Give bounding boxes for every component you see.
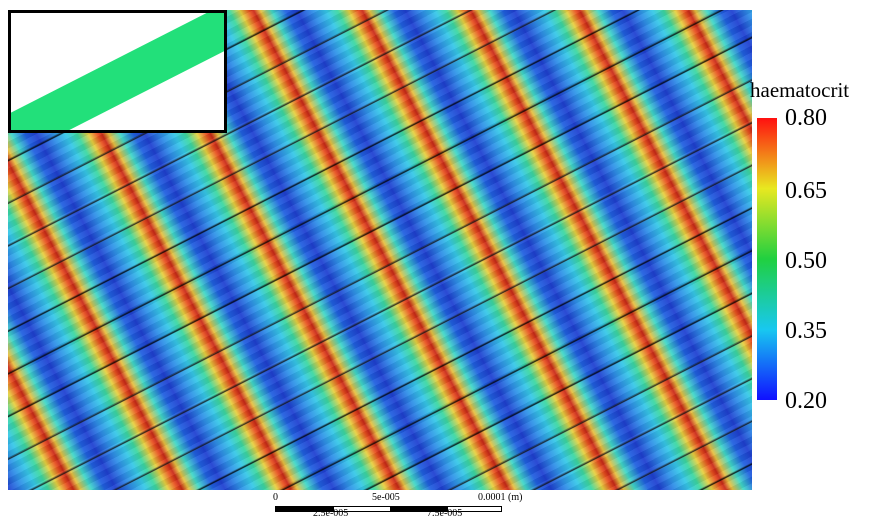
vessel — [11, 13, 224, 130]
colorbar-tick: 0.20 — [785, 388, 827, 414]
scale-label: 7.5e-005 — [427, 508, 463, 517]
colorbar-title: haematocrit — [750, 78, 850, 102]
colorbar-tick: 0.65 — [785, 178, 827, 204]
colorbar-tick: 0.35 — [785, 318, 827, 344]
colorbar-tick: 0.50 — [785, 248, 827, 274]
scale-label: 0 — [273, 492, 278, 503]
inset-view — [8, 10, 227, 133]
colorbar — [757, 118, 777, 400]
scale-label: 5e-005 — [372, 492, 400, 503]
scale-label: 0.0001 (m) — [478, 492, 523, 503]
scale-label: 2.5e-005 — [313, 508, 349, 517]
scale-segment — [447, 506, 502, 512]
colorbar-tick: 0.80 — [785, 105, 827, 131]
